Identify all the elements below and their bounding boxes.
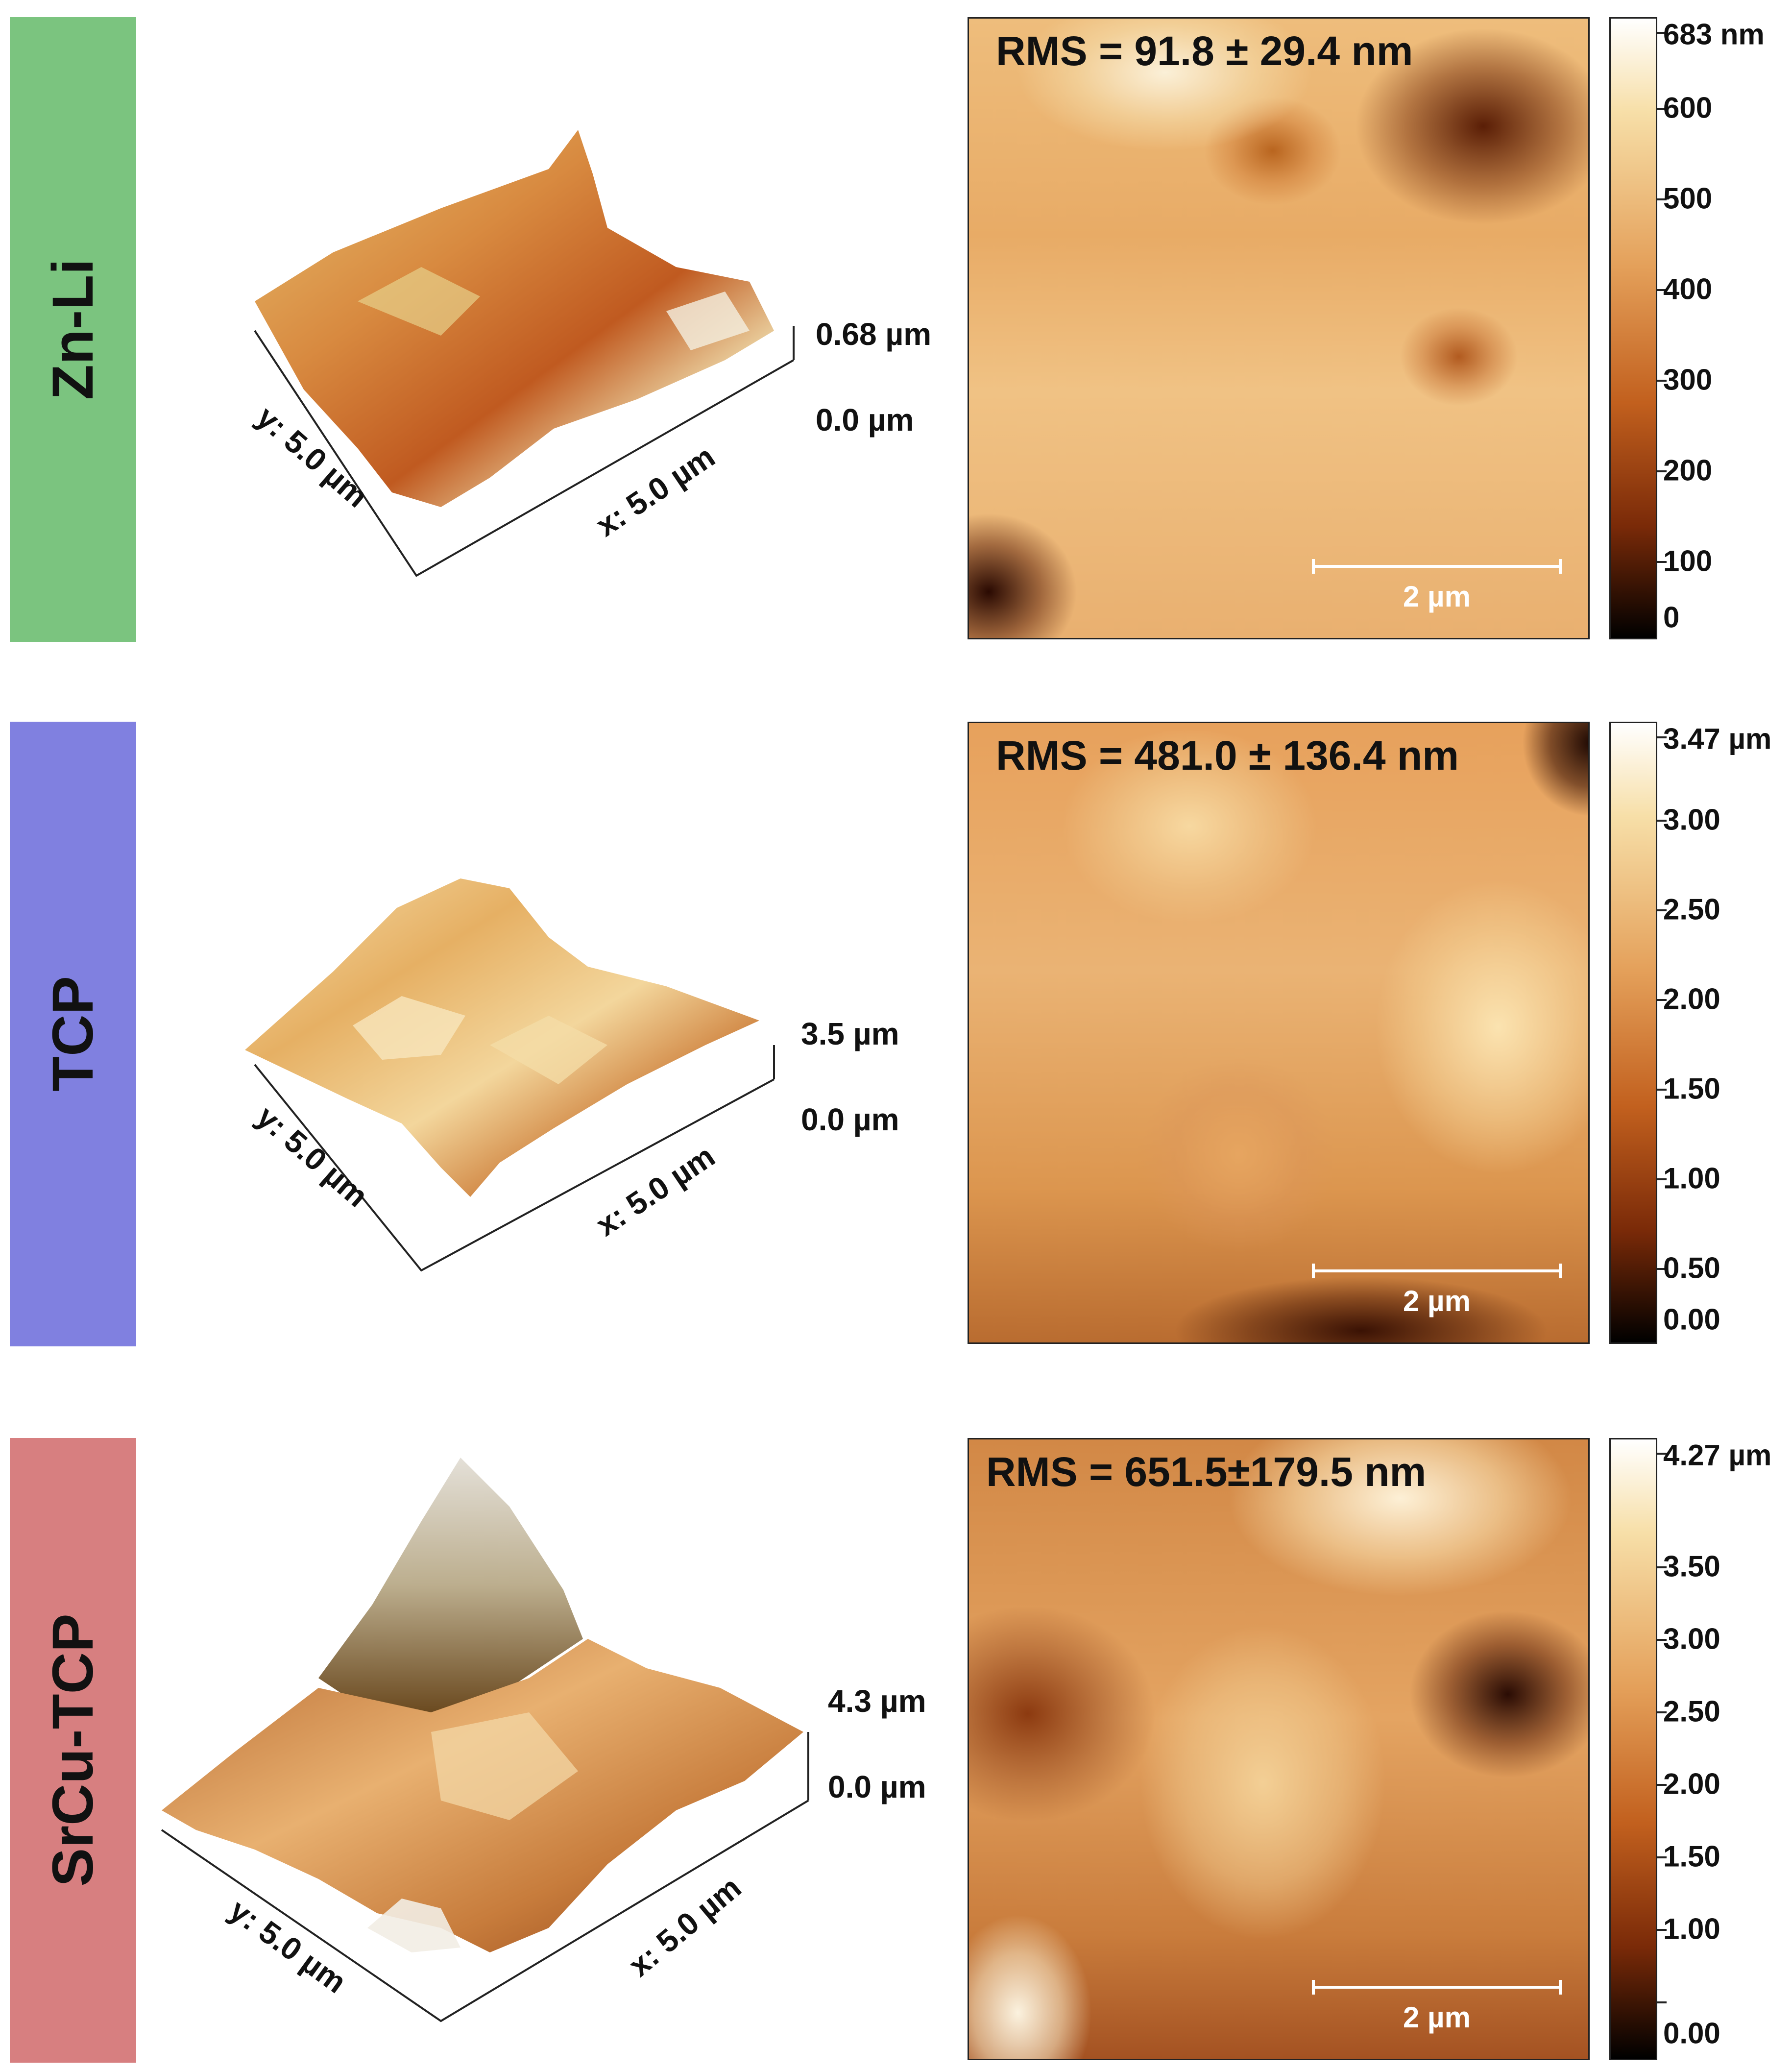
colorbar-tick <box>1656 108 1667 110</box>
colorbar-tick-label: 0 <box>1663 601 1680 634</box>
scale-bar-label: 2 µm <box>1403 1285 1471 1317</box>
colorbar-tick <box>1656 820 1667 822</box>
colorbar-tick-label: 200 <box>1663 454 1713 487</box>
colorbar-tick <box>1656 1929 1667 1931</box>
colorbar-tick <box>1656 909 1667 911</box>
z-min-label: 0.0 µm <box>801 1102 899 1137</box>
colorbar-tick <box>1656 736 1667 738</box>
colorbar-tick-label: 2.50 <box>1663 1695 1720 1728</box>
colorbar-tick-label: 0.50 <box>1663 1251 1720 1285</box>
colorbar-tick <box>1656 1178 1667 1180</box>
colorbar-tick-label: 600 <box>1663 91 1713 124</box>
scale-bar-label: 2 µm <box>1403 2001 1471 2034</box>
colorbar-tick <box>1656 1089 1667 1091</box>
scale-bar <box>1312 1980 1562 1995</box>
colorbar-tick-label: 1.50 <box>1663 1072 1720 1105</box>
panel-srcu-tcp: SrCu-TCP y: 5.0 µm x: 5.0 µm 4.3 µm 0.0 … <box>0 1438 1792 2063</box>
colorbar-tick-label: 100 <box>1663 544 1713 578</box>
rms-label: RMS = 651.5±179.5 nm <box>986 1449 1427 1495</box>
z-max-label: 4.3 µm <box>828 1683 926 1719</box>
colorbar-tick-label: 1.00 <box>1663 1162 1720 1195</box>
colorbar-tick <box>1656 999 1667 1001</box>
z-max-label: 3.5 µm <box>801 1016 899 1051</box>
colorbar-tick-label: 3.50 <box>1663 1550 1720 1583</box>
sample-label: SrCu-TCP <box>41 1613 105 1887</box>
scale-bar <box>1312 1264 1562 1278</box>
z-min-label: 0.0 µm <box>828 1769 926 1804</box>
scale-bar <box>1312 559 1562 574</box>
colorbar-tick-label: 0.00 <box>1663 1303 1720 1336</box>
colorbar-tick-label: 3.47 µm <box>1663 722 1772 755</box>
colorbar-tick <box>1656 1784 1667 1786</box>
z-min-label: 0.0 µm <box>816 402 914 438</box>
colorbar-tick <box>1656 1856 1667 1858</box>
colorbar-tick <box>1656 470 1667 472</box>
panel-zn-li: Zn-Li y: 5.0 µm x: 5.0 µm 0.68 µm 0.0 µm… <box>0 17 1792 642</box>
colorbar-tick <box>1656 2001 1667 2003</box>
sample-tab-tcp <box>10 722 136 1346</box>
color-scale-bar <box>1609 1438 1657 2060</box>
rms-label: RMS = 481.0 ± 136.4 nm <box>996 732 1459 779</box>
colorbar-tick <box>1656 1639 1667 1641</box>
colorbar-tick-label: 2.00 <box>1663 982 1720 1016</box>
colorbar-tick-label: 3.00 <box>1663 803 1720 836</box>
colorbar-tick <box>1656 380 1667 382</box>
colorbar-tick-label: 683 nm <box>1663 18 1765 51</box>
sample-tab-zn-li <box>10 17 136 642</box>
colorbar-tick <box>1656 289 1667 291</box>
colorbar-tick-label: 2.50 <box>1663 893 1720 926</box>
afm-3d-surface <box>254 130 795 577</box>
colorbar-tick-label: 1.00 <box>1663 1912 1720 1946</box>
colorbar-tick-label: 500 <box>1663 182 1713 215</box>
colorbar-tick-label: 0.00 <box>1663 2017 1720 2050</box>
colorbar-tick-label: 2.00 <box>1663 1767 1720 1801</box>
panel-tcp: TCP y: 5.0 µm x: 5.0 µm 3.5 µm 0.0 µm RM… <box>0 722 1792 1346</box>
colorbar-tick-label: 300 <box>1663 363 1713 396</box>
colorbar-tick <box>1656 32 1667 34</box>
colorbar-tick <box>1656 198 1667 200</box>
afm-3d-surface <box>245 878 775 1272</box>
sample-tab-srcu-tcp <box>10 1438 136 2063</box>
afm-3d-surface <box>161 1458 809 2022</box>
sample-label: TCP <box>41 976 105 1092</box>
colorbar-tick-label: 1.50 <box>1663 1840 1720 1873</box>
colorbar-tick <box>1656 1268 1667 1270</box>
colorbar-tick <box>1656 1566 1667 1568</box>
sample-label: Zn-Li <box>41 258 105 400</box>
colorbar-tick-label: 4.27 µm <box>1663 1438 1772 1472</box>
colorbar-tick <box>1656 561 1667 563</box>
colorbar-tick-label: 3.00 <box>1663 1622 1720 1656</box>
color-scale-bar <box>1609 17 1657 639</box>
rms-label: RMS = 91.8 ± 29.4 nm <box>996 28 1413 74</box>
z-max-label: 0.68 µm <box>816 317 932 352</box>
afm-height-map: RMS = 481.0 ± 136.4 nm 2 µm <box>968 722 1590 1344</box>
colorbar-tick-label: 400 <box>1663 272 1713 306</box>
afm-height-map: RMS = 91.8 ± 29.4 nm 2 µm <box>968 17 1590 639</box>
afm-height-map: RMS = 651.5±179.5 nm 2 µm <box>968 1438 1590 2060</box>
scale-bar-label: 2 µm <box>1403 580 1471 613</box>
colorbar-tick <box>1656 1711 1667 1713</box>
colorbar-tick <box>1656 1453 1667 1455</box>
color-scale-bar <box>1609 722 1657 1344</box>
